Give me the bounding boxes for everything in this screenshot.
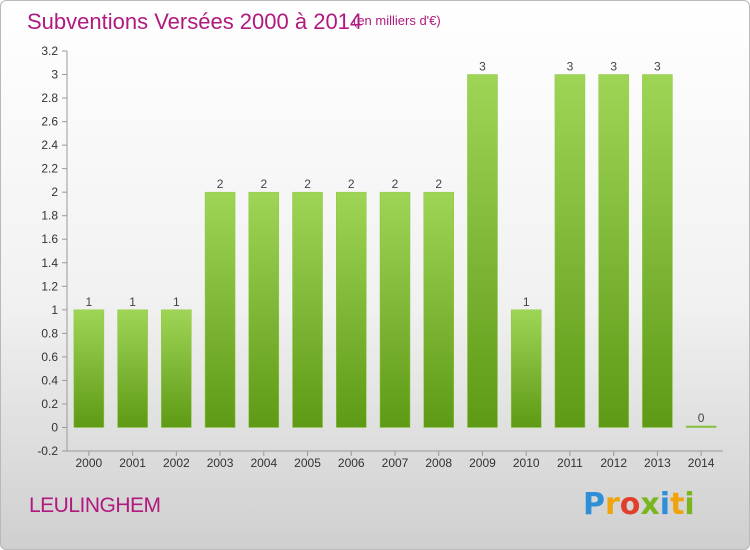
y-tick-label: 0.8 [41, 326, 58, 340]
value-label-2009: 3 [479, 60, 486, 74]
chart-labels: 2000 1 2001 1 2002 1 2003 2 2004 2 2005 2 2006 2 2007 2… [76, 60, 715, 470]
bar-2010 [510, 309, 542, 428]
logo-letter: x [640, 487, 660, 522]
y-tick-label: 3.2 [41, 44, 58, 58]
y-tick-label: 0 [51, 420, 58, 434]
x-tick-label-2003: 2003 [207, 456, 234, 470]
bar-2009 [467, 74, 498, 428]
value-label-2008: 2 [435, 177, 442, 191]
chart-subtitle: (en milliers d'€) [353, 13, 441, 28]
value-label-2013: 3 [654, 60, 661, 74]
bar-2000 [73, 309, 105, 428]
y-tick-label: 0.2 [41, 397, 58, 411]
logo-letter: r [605, 487, 620, 522]
proxiti-logo[interactable]: Proxiti [583, 487, 695, 522]
y-tick-label: -0.2 [37, 444, 58, 458]
y-tick-label: 1.4 [41, 256, 58, 270]
value-label-2010: 1 [523, 295, 530, 309]
y-tick-label: 2.6 [41, 115, 58, 129]
y-tick-label: 2 [51, 185, 58, 199]
value-label-2002: 1 [173, 295, 180, 309]
x-tick-label-2009: 2009 [469, 456, 496, 470]
value-label-2004: 2 [260, 177, 267, 191]
y-tick-label: 1.8 [41, 209, 58, 223]
y-tick-label: 1.6 [41, 232, 58, 246]
x-tick-label-2014: 2014 [688, 456, 715, 470]
logo-letter: i [659, 487, 671, 522]
chart-bars [73, 74, 717, 428]
value-label-2007: 2 [392, 177, 399, 191]
y-tick-label: 2.2 [41, 162, 58, 176]
bar-2012 [598, 74, 629, 428]
commune-name: LEULINGHEM [29, 494, 161, 517]
x-tick-label-2001: 2001 [119, 456, 146, 470]
bar-2007 [379, 191, 411, 428]
x-tick-label-2010: 2010 [513, 456, 540, 470]
y-tick-label: 1.2 [41, 279, 58, 293]
x-tick-label-2012: 2012 [600, 456, 627, 470]
y-tick-label: 0.4 [41, 373, 58, 387]
x-tick-label-2000: 2000 [76, 456, 103, 470]
value-label-2005: 2 [304, 177, 311, 191]
bar-2004 [248, 191, 280, 428]
bar-2002 [161, 309, 192, 428]
logo-letter: t [670, 487, 685, 522]
chart-axes: -0.2 0 0.2 0.4 0.6 0.8 1 1.2 1.4 1.6 1.8 2 2.2 2.4 2.6… [37, 44, 723, 458]
y-tick-label: 0.6 [41, 350, 58, 364]
chart-title: Subventions Versées 2000 à 2014 [27, 9, 363, 34]
x-tick-label-2007: 2007 [382, 456, 409, 470]
logo-letter: i [684, 487, 695, 522]
bar-2003 [204, 191, 236, 428]
bar-2011 [554, 74, 586, 428]
x-tick-label-2011: 2011 [557, 456, 583, 470]
value-label-2001: 1 [129, 295, 136, 309]
logo-letter: o [619, 487, 641, 522]
value-label-2000: 1 [86, 295, 93, 309]
y-tick-label: 1 [51, 303, 58, 317]
bar-2008 [423, 191, 454, 428]
y-tick-label: 2.8 [41, 91, 58, 105]
value-label-2006: 2 [348, 177, 355, 191]
bar-2013 [642, 74, 673, 428]
value-label-2003: 2 [217, 177, 224, 191]
value-label-2014: 0 [698, 411, 705, 425]
value-label-2011: 3 [567, 60, 574, 74]
x-tick-label-2008: 2008 [425, 456, 452, 470]
bar-2001 [117, 309, 148, 428]
y-tick-label: 3 [51, 68, 58, 82]
logo-letter: P [583, 487, 605, 522]
bar-2006 [336, 191, 367, 428]
x-tick-label-2005: 2005 [294, 456, 321, 470]
x-tick-label-2013: 2013 [644, 456, 671, 470]
value-label-2012: 3 [610, 60, 617, 74]
x-tick-label-2002: 2002 [163, 456, 190, 470]
x-tick-label-2004: 2004 [250, 456, 277, 470]
y-tick-label: 2.4 [41, 138, 58, 152]
x-tick-label-2006: 2006 [338, 456, 365, 470]
bar-2014 [685, 425, 717, 428]
bar-2005 [292, 191, 323, 428]
